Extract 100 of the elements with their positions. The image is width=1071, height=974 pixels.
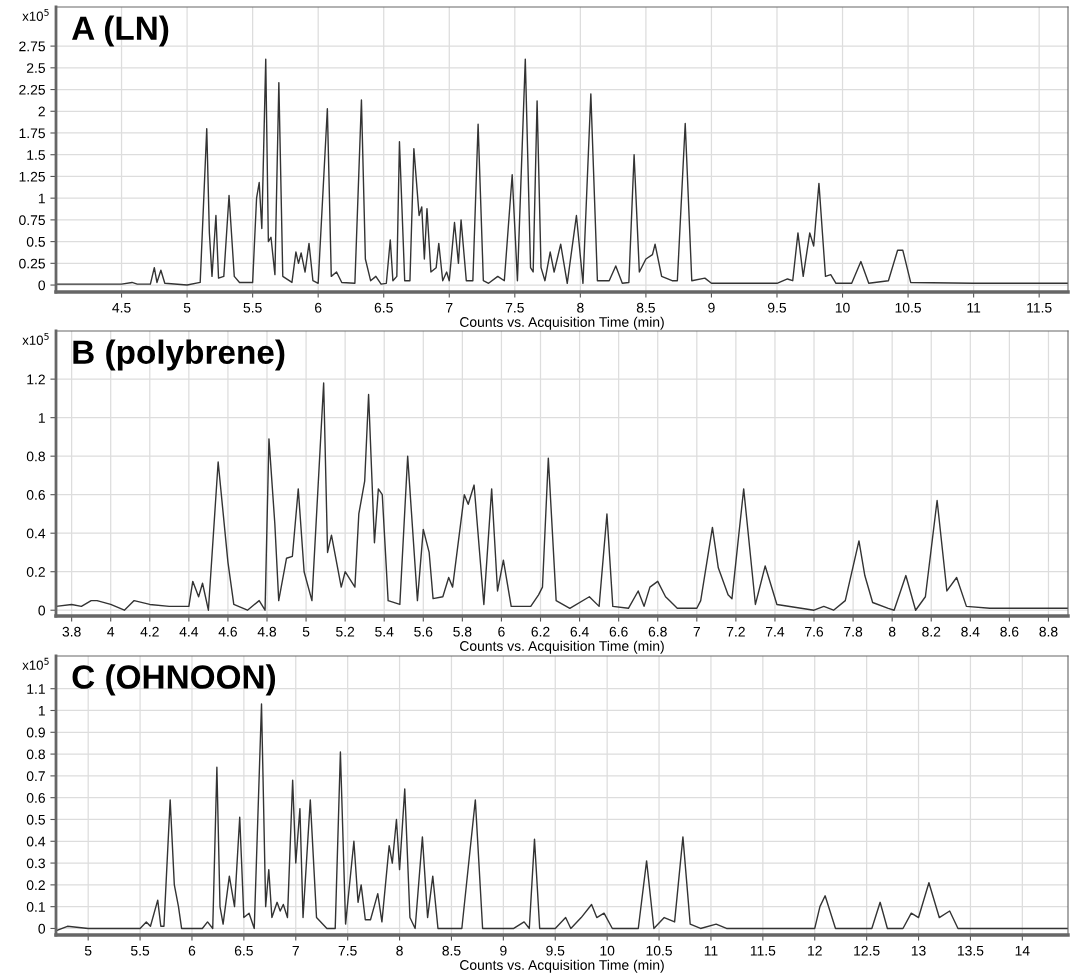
x-tick-label: 4.8 [257, 626, 277, 637]
y-tick-label: 0.5 [26, 236, 45, 247]
x-tick-label: 13.5 [957, 945, 984, 956]
y-tick-label: 0.2 [26, 567, 45, 577]
y-tick-label: 0.4 [26, 528, 46, 539]
y-tick-label: 0.6 [26, 490, 45, 500]
x-tick-label: 8.5 [636, 302, 655, 313]
x-tick-label: 5.4 [375, 626, 394, 637]
x-tick-label: 10 [835, 302, 850, 313]
y-tick-label: 1.5 [27, 150, 45, 160]
x-tick-label: 12 [808, 945, 822, 956]
y-tick-label: 2 [38, 106, 45, 117]
x-tick-label: 4 [107, 626, 115, 637]
y-tick-label: 0.2 [26, 880, 45, 891]
chart-title: B (polybrene) [73, 339, 285, 371]
chart-title: A (LN) [72, 15, 169, 47]
x-tick-label: 8.6 [1000, 626, 1019, 637]
x-tick-label: 4.5 [112, 302, 131, 313]
x-tick-label: 6 [315, 302, 322, 313]
y-tick-label: 2.5 [26, 63, 45, 73]
y-tick-label: 0.8 [26, 451, 45, 462]
line-series [56, 703, 1068, 932]
x-tick-label: 10 [600, 945, 615, 956]
y-tick-label: 1.75 [19, 128, 45, 139]
x-tick-label: 8.8 [1039, 626, 1058, 637]
x-tick-label: 7.5 [338, 945, 357, 956]
x-tick-label: 4.6 [218, 626, 237, 637]
y-tick-label: 0.4 [26, 836, 46, 847]
x-tick-label: 6 [188, 945, 196, 956]
x-tick-label: 8 [888, 626, 896, 637]
y-tick-label: 0.75 [19, 215, 45, 226]
x-tick-label: 13 [911, 945, 926, 956]
y-tick-label: 1.2 [27, 374, 45, 385]
y-tick-label: 1.1 [27, 684, 45, 694]
x-tick-label: 8 [577, 302, 584, 313]
x-tick-label: 6.2 [531, 626, 550, 637]
x-tick-label: 9.5 [767, 302, 787, 313]
y-tick-label: 1 [38, 705, 45, 716]
x-tick-label: 9 [500, 945, 507, 956]
y-tick-label: 0.5 [26, 814, 45, 825]
x-tick-label: 11.5 [1027, 302, 1052, 313]
x-tick-label: 8.5 [442, 945, 461, 956]
x-tick-label: 5.2 [336, 626, 355, 637]
x-tick-label: 5 [183, 302, 191, 313]
y-tick-label: 0.3 [26, 858, 45, 869]
y-tick-label: 0.7 [26, 771, 45, 782]
chart-title: C (OHNOON) [72, 664, 276, 696]
x-tick-label: 7.2 [726, 626, 745, 637]
line-series [56, 58, 1068, 286]
x-tick-label: 5 [84, 945, 92, 956]
x-tick-label: 6.6 [609, 626, 628, 637]
x-tick-label: 5.5 [243, 302, 262, 313]
x-tick-label: 6.8 [648, 626, 667, 637]
y-axis-title: x10$^{5}$ [22, 657, 49, 670]
x-axis-title: Counts vs. Acquisition Time (min) [460, 959, 664, 973]
x-tick-label: 8 [396, 945, 403, 956]
x-tick-label: 9.5 [546, 945, 565, 956]
x-tick-label: 8.2 [922, 626, 941, 637]
x-tick-label: 10.5 [646, 945, 672, 956]
x-tick-label: 5.8 [453, 626, 472, 637]
x-tick-label: 6 [498, 626, 505, 637]
x-tick-label: 7.8 [844, 626, 863, 637]
x-tick-label: 7 [446, 302, 453, 313]
x-tick-label: 5.5 [130, 945, 150, 956]
y-tick-label: 0.8 [26, 749, 45, 760]
x-tick-label: 5.6 [414, 626, 433, 637]
x-axis-title: Counts vs. Acquisition Time (min) [460, 640, 664, 654]
y-tick-label: 0 [38, 923, 46, 934]
x-tick-label: 7.4 [766, 626, 785, 637]
x-tick-label: 10.5 [895, 302, 922, 313]
y-tick-label: 0.9 [26, 727, 45, 738]
x-tick-label: 4.2 [140, 626, 159, 637]
y-tick-label: 1.25 [19, 171, 45, 182]
y-tick-label: 2.25 [19, 84, 45, 95]
x-tick-label: 11.5 [750, 945, 776, 956]
x-tick-label: 3.8 [62, 626, 81, 637]
x-tick-label: 7.5 [505, 302, 524, 313]
x-tick-label: 6.5 [374, 302, 393, 313]
x-tick-label: 5 [302, 626, 310, 637]
x-tick-label: 12.5 [854, 945, 880, 956]
x-tick-label: 11 [704, 945, 718, 956]
x-tick-label: 6.5 [234, 945, 253, 956]
x-tick-label: 14 [1015, 945, 1030, 956]
x-axis-title: Counts vs. Acquisition Time (min) [460, 316, 664, 330]
y-tick-label: 0 [38, 605, 46, 616]
x-tick-label: 7 [292, 945, 299, 956]
x-tick-label: 8.4 [961, 626, 980, 637]
y-tick-label: 1 [38, 193, 45, 204]
x-tick-label: 6.4 [570, 626, 589, 637]
y-tick-label: 1 [38, 413, 45, 423]
x-tick-label: 4.4 [179, 626, 199, 637]
x-tick-label: 9 [708, 302, 715, 313]
y-tick-label: 0 [38, 280, 46, 291]
x-tick-label: 7.6 [805, 626, 824, 637]
x-tick-label: 11 [967, 302, 981, 313]
y-axis-title: x10$^{5}$ [22, 332, 49, 345]
y-tick-label: 2.75 [19, 41, 45, 52]
line-series [56, 382, 1068, 611]
x-tick-label: 7 [693, 626, 700, 637]
y-tick-label: 0.6 [26, 793, 45, 803]
